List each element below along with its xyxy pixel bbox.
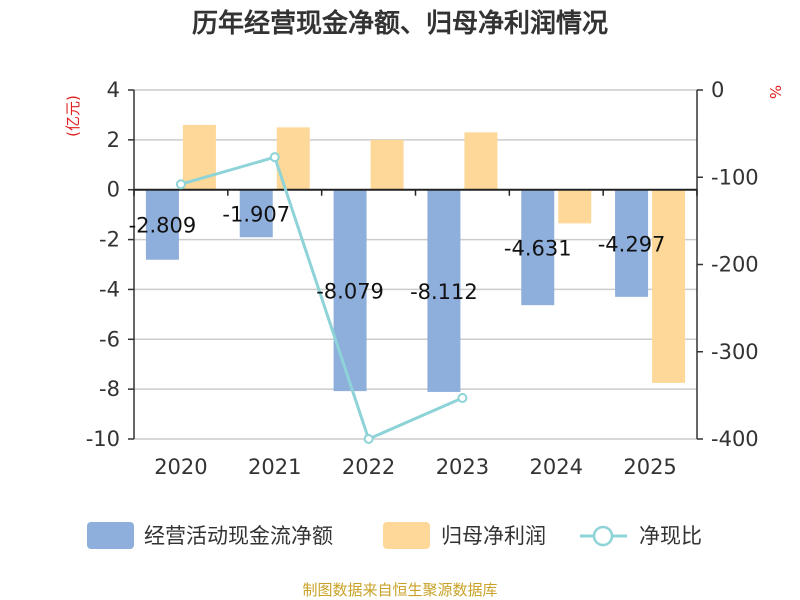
category-label: 2022 xyxy=(342,455,395,479)
category-label: 2020 xyxy=(154,455,207,479)
gridlines xyxy=(134,89,697,440)
legend-label-cashflow: 经营活动现金流净额 xyxy=(144,524,333,548)
axes xyxy=(133,90,698,439)
right-tick-label: -200 xyxy=(711,253,759,277)
data-labels: -2.809 -1.907 -8.079 -8.112 -4.631 -4.297 xyxy=(129,202,666,303)
bar-net-profit xyxy=(558,189,592,224)
legend-swatch-cashflow xyxy=(87,522,134,549)
category-label: 2021 xyxy=(248,455,301,479)
data-label-cashflow: -4.297 xyxy=(598,232,666,256)
ratio-point xyxy=(457,392,468,403)
left-tick-label: -6 xyxy=(99,327,120,351)
left-tick-label: 4 xyxy=(107,78,120,102)
bar-net-profit xyxy=(652,189,686,383)
category-label: 2024 xyxy=(530,455,583,479)
left-axis-unit: (亿元) xyxy=(64,95,82,137)
bar-cashflow xyxy=(145,189,179,260)
category-label: 2025 xyxy=(623,455,676,479)
left-tick-label: -2 xyxy=(99,228,120,252)
ratio-line xyxy=(180,155,464,442)
category-labels: 2020 2021 2022 2023 2024 2025 xyxy=(154,455,677,479)
source-note: 制图数据来自恒生聚源数据库 xyxy=(302,581,497,599)
right-tick-label: -300 xyxy=(711,340,759,364)
ratio-point xyxy=(363,434,374,444)
bar-cashflow xyxy=(615,189,649,297)
data-label-cashflow: -1.907 xyxy=(222,202,290,226)
bar-cashflow xyxy=(427,189,461,392)
left-tick-label: 0 xyxy=(107,178,120,202)
data-label-cashflow: -8.112 xyxy=(410,280,478,304)
bar-series xyxy=(145,124,686,392)
chart-title: 历年经营现金净额、归母净利润情况 xyxy=(192,8,608,39)
ratio-point xyxy=(269,152,280,163)
bar-cashflow xyxy=(333,189,367,392)
right-tick-label: -400 xyxy=(711,427,759,451)
legend-label-net-profit: 归母净利润 xyxy=(441,524,546,548)
right-axis-ticks: 0 -100 -200 -300 -400 xyxy=(697,78,759,451)
data-label-cashflow: -2.809 xyxy=(129,214,197,238)
right-tick-label: 0 xyxy=(711,78,724,102)
bar-cashflow xyxy=(521,189,555,306)
data-label-cashflow: -4.631 xyxy=(504,236,572,260)
right-axis-unit: % xyxy=(766,85,784,99)
legend-label-ratio: 净现比 xyxy=(639,524,702,548)
left-tick-label: -10 xyxy=(86,427,120,451)
ratio-point xyxy=(175,179,186,190)
bar-net-profit xyxy=(370,139,404,190)
left-tick-label: -4 xyxy=(99,277,120,301)
legend-marker-ratio xyxy=(592,525,614,547)
left-tick-label: -8 xyxy=(99,377,120,401)
legend: 经营活动现金流净额 归母净利润 净现比 xyxy=(87,522,702,549)
left-tick-label: 2 xyxy=(107,128,120,152)
bar-cashflow xyxy=(239,189,273,238)
line-series xyxy=(175,152,468,444)
data-label-cashflow: -8.079 xyxy=(316,279,384,303)
right-tick-label: -100 xyxy=(711,165,759,189)
legend-swatch-net-profit xyxy=(383,522,430,549)
category-label: 2023 xyxy=(436,455,489,479)
left-axis-ticks: 4 2 0 -2 -4 -6 -8 -10 xyxy=(86,78,134,451)
bar-net-profit xyxy=(464,132,498,190)
